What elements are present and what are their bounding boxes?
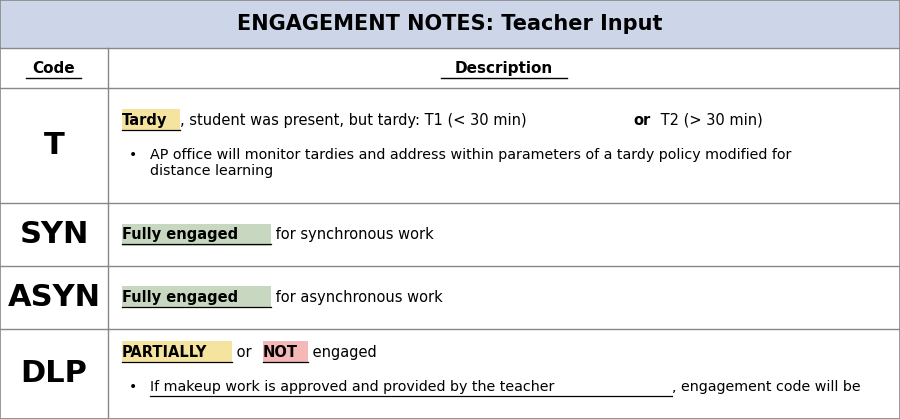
Bar	[122, 224, 271, 246]
Text: Fully engaged: Fully engaged	[122, 290, 238, 305]
Text: or: or	[231, 345, 256, 360]
Text: or: or	[634, 113, 651, 128]
Text: AP office will monitor tardies and address within parameters of a tardy policy m: AP office will monitor tardies and addre…	[150, 148, 792, 162]
Text: •: •	[129, 380, 137, 393]
Text: engaged: engaged	[308, 345, 377, 360]
Bar	[263, 341, 308, 363]
Text: PARTIALLY: PARTIALLY	[122, 345, 207, 360]
Text: T: T	[43, 131, 65, 160]
Bar	[0, 266, 900, 329]
Text: for synchronous work: for synchronous work	[271, 227, 434, 242]
Text: , engagement code will be: , engagement code will be	[672, 380, 860, 393]
Bar	[122, 287, 271, 308]
Text: DLP: DLP	[21, 360, 87, 388]
Text: Tardy: Tardy	[122, 113, 166, 128]
Text: ENGAGEMENT NOTES: Teacher Input: ENGAGEMENT NOTES: Teacher Input	[238, 14, 662, 34]
Bar	[0, 48, 900, 88]
Text: T2 (> 30 min): T2 (> 30 min)	[655, 113, 762, 128]
Bar	[0, 203, 900, 266]
Text: •: •	[129, 148, 137, 162]
Bar	[0, 0, 900, 48]
Text: for asynchronous work: for asynchronous work	[271, 290, 443, 305]
Bar	[0, 329, 900, 419]
Text: Description: Description	[454, 61, 554, 75]
Text: NOT: NOT	[263, 345, 298, 360]
Bar	[0, 88, 900, 203]
Text: Code: Code	[32, 61, 76, 75]
Text: Fully engaged: Fully engaged	[122, 227, 238, 242]
Text: If makeup work is approved and provided by the teacher: If makeup work is approved and provided …	[150, 380, 554, 393]
Text: distance learning: distance learning	[150, 165, 274, 178]
Text: ASYN: ASYN	[7, 283, 101, 312]
Bar	[122, 341, 231, 363]
Text: SYN: SYN	[19, 220, 89, 249]
Text: , student was present, but tardy: T1 (< 30 min): , student was present, but tardy: T1 (< …	[180, 113, 531, 128]
Bar	[122, 109, 180, 131]
